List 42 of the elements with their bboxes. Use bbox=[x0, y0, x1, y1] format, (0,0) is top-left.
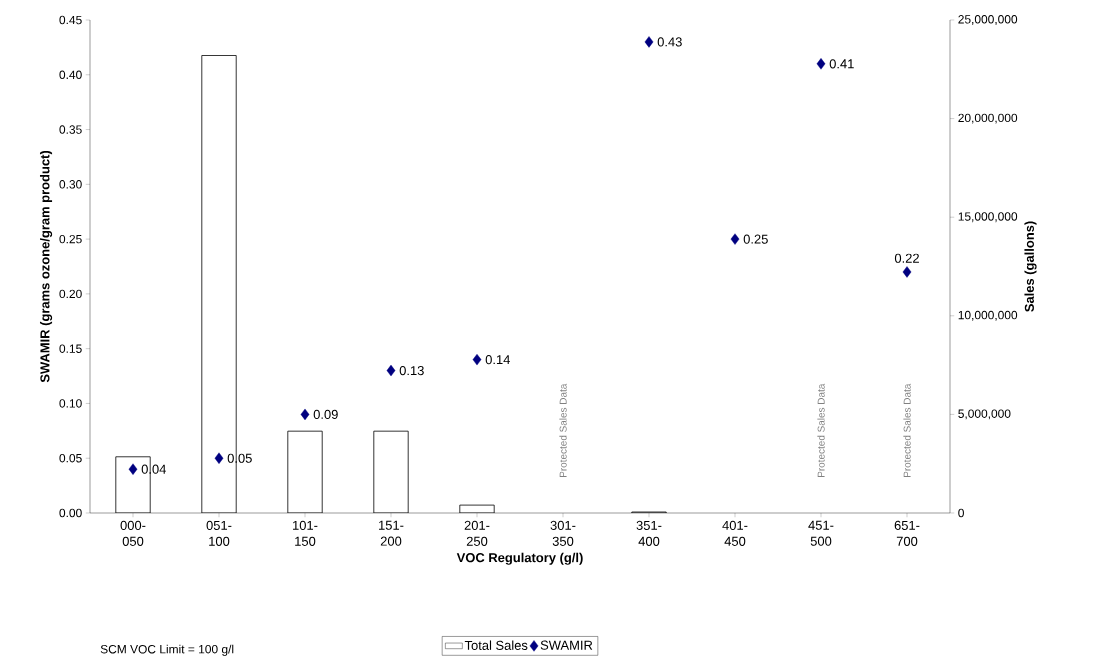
y2-tick-label: 0 bbox=[958, 508, 964, 518]
x-tick-label: 000-050 bbox=[120, 520, 146, 546]
y-tick-label: 0.25 bbox=[59, 234, 82, 244]
text: SCM VOC Limit = 100 g/l bbox=[100, 644, 234, 656]
x-tick-label: 101-150 bbox=[293, 520, 318, 546]
y-tick-label: 0.30 bbox=[59, 180, 82, 189]
x-tick-label: 051-100 bbox=[206, 520, 232, 546]
y-tick-label: 0.05 bbox=[59, 453, 82, 463]
annotation: Protected Sales Data bbox=[817, 383, 825, 477]
y2-tick-label: 5,000,000 bbox=[958, 409, 1011, 420]
y-tick-label: 0.35 bbox=[59, 125, 82, 134]
data-label: 0.22 bbox=[894, 253, 919, 263]
x-axis-title: VOC Regulatory (g/l) bbox=[456, 552, 583, 565]
annotation: Protected Sales Data bbox=[903, 383, 911, 477]
x-tick-label: 401-450 bbox=[722, 520, 748, 546]
y-tick-label: 0.00 bbox=[59, 508, 82, 518]
data-label: 0.14 bbox=[485, 355, 510, 365]
y-axis-title: SWAMIR (grams ozone/gram product) bbox=[39, 150, 53, 383]
y-tick-label: 0.10 bbox=[59, 399, 82, 408]
y-tick-label: 0.40 bbox=[59, 70, 82, 79]
y2-axis-title: Sales (gallons) bbox=[1024, 221, 1037, 312]
legend-label: Total Sales bbox=[464, 640, 528, 650]
x-tick-label: 451-500 bbox=[808, 520, 834, 546]
y-tick-label: 0.15 bbox=[59, 344, 82, 353]
x-tick-label: 651-700 bbox=[894, 520, 920, 546]
y2-tick-label: 20,000,000 bbox=[958, 113, 1018, 124]
y-tick-label: 0.20 bbox=[59, 289, 82, 299]
legend-label: SWAMIR bbox=[540, 640, 593, 650]
y2-tick-label: 15,000,000 bbox=[958, 212, 1018, 223]
y-tick-label: 0.45 bbox=[59, 15, 82, 25]
y2-tick-label: 10,000,000 bbox=[958, 310, 1018, 321]
x-tick-label: 151-200 bbox=[379, 520, 404, 546]
data-label: 0.43 bbox=[657, 37, 682, 47]
data-label: 0.41 bbox=[829, 59, 854, 69]
data-label: 0.25 bbox=[743, 234, 768, 244]
y2-tick-label: 25,000,000 bbox=[958, 15, 1018, 25]
data-label: 0.13 bbox=[399, 365, 424, 376]
annotation: Protected Sales Data bbox=[559, 383, 567, 477]
x-tick-label: 301-350 bbox=[550, 520, 576, 546]
x-tick-label: 351-400 bbox=[636, 520, 662, 546]
x-tick-label: 201-250 bbox=[464, 520, 490, 546]
data-label: 0.09 bbox=[313, 409, 338, 419]
